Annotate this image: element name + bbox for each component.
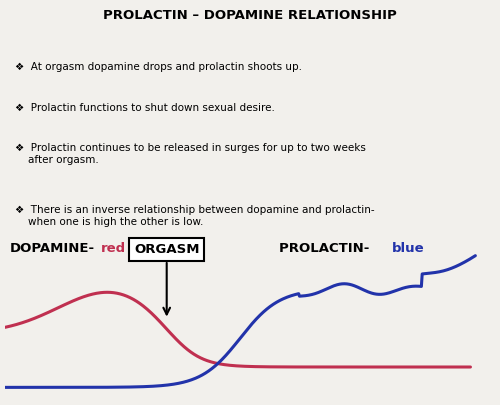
Text: ❖  Prolactin continues to be released in surges for up to two weeks
    after or: ❖ Prolactin continues to be released in …: [15, 143, 366, 165]
Text: PROLACTIN – DOPAMINE RELATIONSHIP: PROLACTIN – DOPAMINE RELATIONSHIP: [103, 9, 397, 21]
Text: blue: blue: [392, 242, 424, 255]
Text: ORGASM: ORGASM: [134, 243, 200, 256]
Text: red: red: [100, 242, 126, 255]
Text: DOPAMINE-: DOPAMINE-: [10, 242, 95, 255]
Text: ❖  At orgasm dopamine drops and prolactin shoots up.: ❖ At orgasm dopamine drops and prolactin…: [15, 62, 302, 72]
Text: PROLACTIN-: PROLACTIN-: [280, 242, 374, 255]
Text: ❖  Prolactin functions to shut down sexual desire.: ❖ Prolactin functions to shut down sexua…: [15, 103, 274, 113]
Text: ❖  There is an inverse relationship between dopamine and prolactin-
    when one: ❖ There is an inverse relationship betwe…: [15, 205, 374, 227]
